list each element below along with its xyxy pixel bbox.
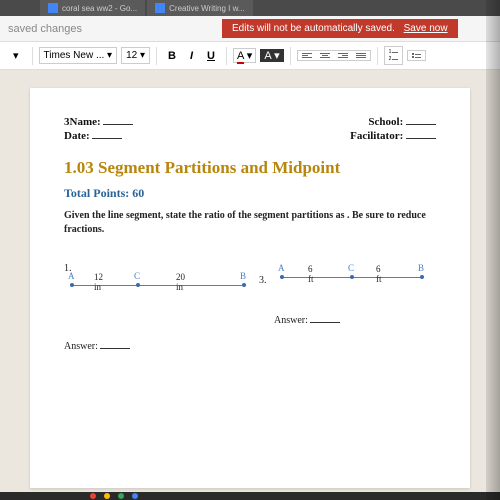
q3-len-1: 6 ft [308,264,314,284]
banner-text: Edits will not be automatically saved. [232,23,395,34]
q1-len-2: 20 in [176,272,185,292]
save-now-link[interactable]: Save now [404,23,448,34]
q1-label-a: A [68,271,75,281]
q3-number: 3. [259,275,267,286]
page[interactable]: 3Name: School: Date: Facilitator: 1.03 S… [30,88,470,488]
problems-area: 1. A C B 12 in 20 in 3. A C B [64,263,436,363]
doc-icon [155,3,165,13]
font-size-select[interactable]: 12 ▾ [121,47,150,64]
q1-point-a [70,283,74,287]
browser-tabs: coral sea ww2 - Go... Creative Writing I… [0,0,500,16]
tab-label: Creative Writing I w... [169,4,244,13]
date-blank [92,138,122,139]
q3-point-b [420,275,424,279]
taskbar-icon[interactable] [90,493,96,499]
q1-point-b [242,283,246,287]
format-toolbar: ▾ Times New ... ▾ 12 ▾ B I U A ▾ A ▾ 12 [0,42,500,70]
q3-label-c: C [348,263,354,273]
facilitator-label: Facilitator: [350,130,403,142]
taskbar-icon[interactable] [132,493,138,499]
q1-label-b: B [240,271,246,281]
document-area: 3Name: School: Date: Facilitator: 1.03 S… [0,70,500,500]
separator [290,47,291,65]
tab-2[interactable]: Creative Writing I w... [147,0,252,16]
q3-point-c [350,275,354,279]
q1-answer-label: Answer: [64,341,130,352]
q1-len-1: 12 in [94,272,103,292]
doc-title: 1.03 Segment Partitions and Midpoint [64,158,436,178]
align-group [297,50,371,61]
numbered-list-button[interactable]: 12 [384,46,404,65]
q1-point-c [136,283,140,287]
italic-button[interactable]: I [185,48,198,64]
align-justify-button[interactable] [352,51,370,60]
q3-answer-blank [310,322,340,323]
tab-label: coral sea ww2 - Go... [62,4,137,13]
taskbar-icon[interactable] [118,493,124,499]
underline-button[interactable]: U [202,48,220,64]
name-blank [103,124,133,125]
name-label: 3Name: [64,116,101,128]
separator [32,47,33,65]
style-dropdown[interactable]: ▾ [6,46,26,65]
tab-1[interactable]: coral sea ww2 - Go... [40,0,145,16]
facilitator-blank [406,138,436,139]
bold-button[interactable]: B [163,48,181,64]
q1-label-c: C [134,271,140,281]
doc-icon [48,3,58,13]
bullet-list-button[interactable] [407,50,426,61]
taskbar-icon[interactable] [104,493,110,499]
q1-answer-blank [100,348,130,349]
date-label: Date: [64,130,90,142]
highlight-button[interactable]: A ▾ [260,49,283,62]
q3-len-2: 6 ft [376,264,382,284]
total-points: Total Points: 60 [64,186,436,201]
align-left-button[interactable] [298,51,316,60]
os-taskbar [0,492,500,500]
instructions: Given the line segment, state the ratio … [64,209,436,237]
status-bar: saved changes Edits will not be automati… [0,16,500,42]
separator [226,47,227,65]
align-center-button[interactable] [316,51,334,60]
font-family-select[interactable]: Times New ... ▾ [39,47,118,64]
q3-answer-label: Answer: [274,315,340,326]
header-row-2: Date: Facilitator: [64,130,436,142]
q3-label-b: B [418,263,424,273]
separator [377,47,378,65]
save-banner: Edits will not be automatically saved. S… [222,19,458,38]
save-status: saved changes [8,23,82,35]
header-row-1: 3Name: School: [64,116,436,128]
school-label: School: [368,116,403,128]
school-blank [406,124,436,125]
q3-point-a [280,275,284,279]
align-right-button[interactable] [334,51,352,60]
text-color-button[interactable]: A ▾ [233,48,256,63]
separator [156,47,157,65]
q3-label-a: A [278,263,285,273]
